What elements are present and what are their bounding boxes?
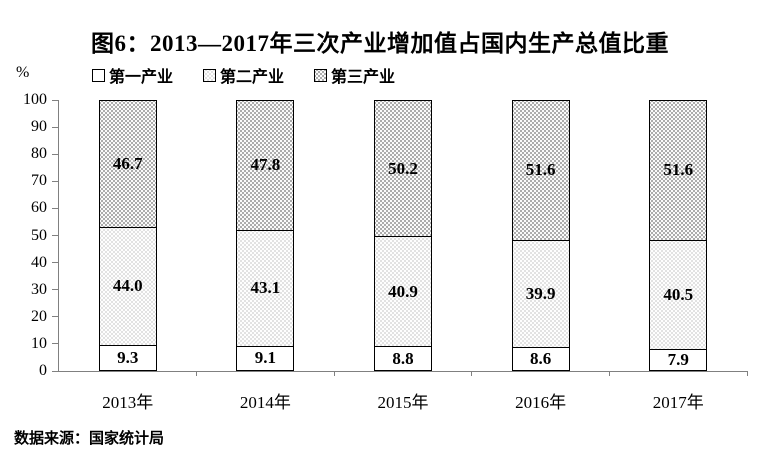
- legend-item-tertiary: 第三产业: [314, 63, 395, 87]
- y-axis-tick-label: 80: [31, 145, 47, 163]
- legend-swatch-primary-icon: [92, 68, 105, 82]
- bar-segment-primary: 8.6: [512, 346, 569, 370]
- x-axis-tick: [746, 371, 748, 376]
- y-axis-tick: [52, 235, 58, 236]
- bar-value-label: 8.6: [529, 348, 552, 368]
- bar-segment-secondary: 44.0: [99, 226, 156, 345]
- legend-label-primary: 第一产业: [109, 69, 174, 86]
- bar-segment-primary: 8.8: [375, 346, 431, 370]
- x-axis-category-label: 2013年: [102, 393, 154, 412]
- x-axis-tick: [333, 371, 335, 376]
- bar-value-label: 8.8: [392, 348, 414, 368]
- y-axis-tick-label: 70: [31, 172, 47, 190]
- bar-group: 51.6 40.5 7.9: [649, 100, 708, 371]
- bar-segment-secondary: 39.9: [512, 239, 569, 347]
- y-axis-unit-label: %: [16, 64, 30, 81]
- bar-value-label: 40.9: [388, 281, 418, 301]
- y-axis-tick: [52, 126, 58, 128]
- y-axis-tick: [52, 316, 58, 318]
- y-axis-tick-label: 0: [39, 362, 47, 379]
- y-axis-tick-label: 50: [31, 226, 47, 244]
- y-axis-tick: [52, 343, 58, 345]
- y-axis-tick: [52, 289, 58, 291]
- bar-group: 46.7 44.0 9.3: [98, 100, 157, 371]
- chart-title: 图6：2013—2017年三次产业增加值占国内生产总值比重: [91, 31, 669, 56]
- bar-value-label: 9.3: [117, 347, 139, 367]
- bar-value-label: 39.9: [525, 283, 556, 303]
- bar-group: 50.2 40.9 8.8: [374, 100, 432, 371]
- bar-value-label: 7.9: [667, 349, 689, 369]
- y-axis-tick-label: 100: [23, 91, 47, 108]
- x-axis-tick: [471, 371, 473, 376]
- y-axis-tick-label: 20: [31, 307, 47, 325]
- y-axis-tick: [52, 99, 58, 101]
- bar-group: 47.8 43.1 9.1: [236, 100, 295, 371]
- bar-value-label: 51.6: [525, 160, 556, 180]
- bar-segment-primary: 9.3: [99, 344, 156, 370]
- bar-value-label: 51.6: [663, 160, 694, 180]
- legend: 第一产业 第二产业 第三产业: [92, 63, 395, 87]
- bar-segment-primary: 7.9: [650, 348, 707, 370]
- bar-value-label: 44.0: [112, 276, 143, 296]
- bar-segment-primary: 9.1: [237, 345, 294, 370]
- bar-segment-tertiary: 50.2: [375, 101, 431, 237]
- y-axis-tick: [52, 180, 58, 182]
- y-axis-tick-label: 10: [31, 334, 47, 352]
- y-axis-tick: [52, 370, 58, 372]
- y-axis-tick-label: 60: [31, 199, 47, 217]
- x-axis-tick: [196, 371, 198, 376]
- legend-item-primary: 第一产业: [92, 63, 173, 87]
- x-axis-category-label: 2017年: [652, 393, 704, 412]
- bar-value-label: 43.1: [250, 278, 281, 298]
- plot-area: 0 10 20 30 40 50 60 70 80 90 100 2013年 2014年 2015年 201…: [23, 92, 748, 412]
- legend-swatch-tertiary-icon: [314, 68, 328, 82]
- x-axis-category-label: 2015年: [377, 393, 429, 412]
- bar-value-label: 50.2: [388, 158, 418, 178]
- bar-segment-secondary: 40.9: [375, 236, 431, 347]
- bar-value-label: 46.7: [112, 153, 143, 173]
- x-axis-category-label: 2016年: [515, 393, 567, 412]
- y-axis-tick-label: 30: [31, 280, 47, 298]
- bar-segment-secondary: 40.5: [650, 239, 707, 349]
- bar-value-label: 47.8: [250, 155, 281, 175]
- x-axis-tick: [608, 371, 610, 376]
- legend-label-secondary: 第二产业: [220, 69, 285, 86]
- bar-value-label: 40.5: [663, 284, 694, 304]
- legend-swatch-secondary-icon: [203, 68, 217, 82]
- bar-segment-tertiary: 46.7: [99, 101, 156, 227]
- bar-segment-tertiary: 51.6: [650, 101, 707, 240]
- y-axis-tick: [52, 262, 58, 264]
- bar-value-label: 9.1: [254, 348, 277, 368]
- source-note: 数据来源：国家统计局: [14, 431, 165, 447]
- y-axis-tick-label: 40: [31, 253, 47, 271]
- y-axis-tick: [52, 207, 58, 209]
- y-axis-tick: [52, 153, 58, 155]
- bar-segment-secondary: 43.1: [237, 229, 294, 346]
- legend-label-tertiary: 第三产业: [331, 69, 396, 86]
- bar-segment-tertiary: 47.8: [237, 101, 294, 230]
- x-axis-category-label: 2014年: [239, 393, 291, 412]
- bar-segment-tertiary: 51.6: [512, 101, 569, 240]
- y-axis-tick-label: 90: [31, 118, 47, 136]
- legend-item-secondary: 第二产业: [203, 63, 284, 87]
- bar-group: 51.6 39.9 8.6: [511, 100, 570, 371]
